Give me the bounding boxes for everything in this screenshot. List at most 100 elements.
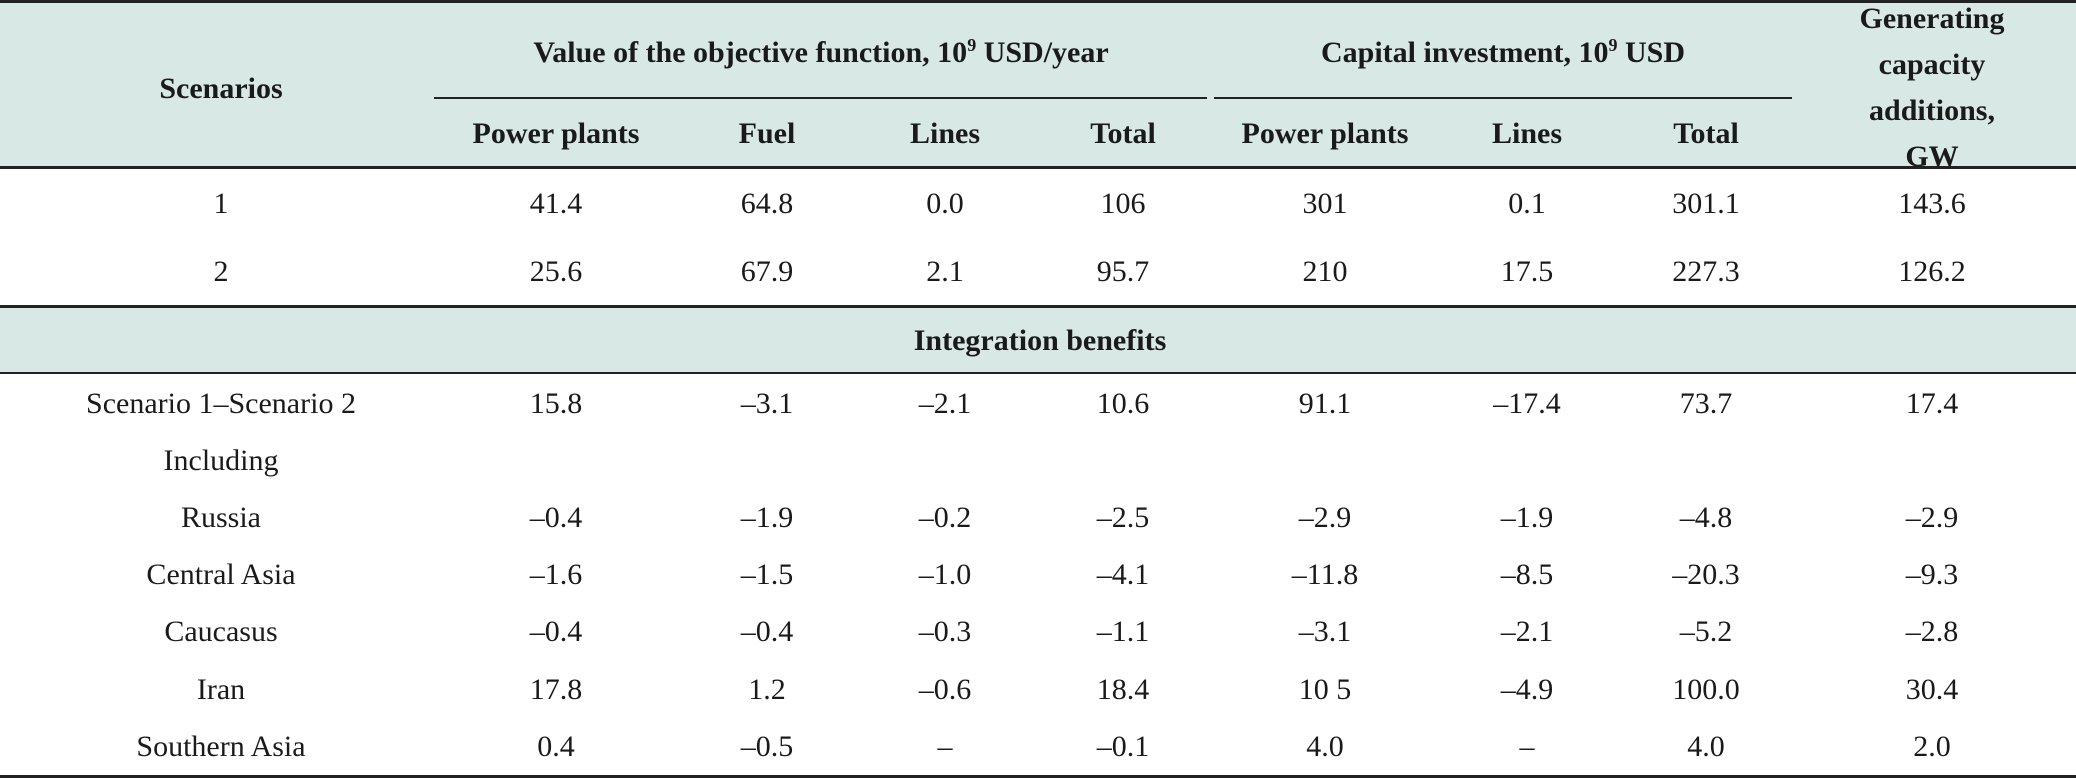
header-capital-group: Capital investment, 109 USD bbox=[1320, 35, 1686, 69]
table-cell: –0.4 bbox=[529, 501, 583, 534]
table-cell: 227.3 bbox=[1672, 255, 1740, 288]
table-cell: 17.5 bbox=[1500, 255, 1554, 288]
table-cell: 2.1 bbox=[926, 255, 964, 288]
table-cell: –9.3 bbox=[1905, 558, 1959, 591]
table-cell: –0.2 bbox=[918, 501, 972, 534]
header-scenarios: Scenarios bbox=[159, 72, 283, 105]
table-cell: 301 bbox=[1302, 187, 1348, 220]
table-cell: –1.1 bbox=[1096, 615, 1150, 648]
header-cap-lines: Lines bbox=[1491, 117, 1563, 150]
capital-exponent: 9 bbox=[1608, 35, 1618, 55]
table-cell: –2.5 bbox=[1096, 501, 1150, 534]
table-cell: –1.6 bbox=[529, 558, 583, 591]
capacity-line-3: additions, GW bbox=[1869, 94, 1995, 173]
table-cell: 210 bbox=[1302, 255, 1348, 288]
capacity-line-1: Generating bbox=[1859, 2, 2005, 35]
capital-group-underline bbox=[1214, 97, 1792, 99]
table-cell: –3.1 bbox=[740, 387, 794, 420]
header-obj-fuel: Fuel bbox=[738, 117, 796, 150]
table-cell: 143.6 bbox=[1898, 187, 1966, 220]
table-cell: –1.9 bbox=[1500, 501, 1554, 534]
table-cell: –4.9 bbox=[1500, 673, 1554, 706]
table-cell: 17.8 bbox=[529, 673, 583, 706]
row-label: 1 bbox=[213, 187, 229, 220]
table-cell: –1.9 bbox=[740, 501, 794, 534]
row-label: Russia bbox=[180, 501, 262, 534]
capital-group-text: Capital investment, 10 bbox=[1320, 36, 1609, 69]
table-cell: 30.4 bbox=[1905, 673, 1959, 706]
capital-unit: USD bbox=[1617, 36, 1686, 69]
table-cell: 10.6 bbox=[1096, 387, 1150, 420]
header-cap-total: Total bbox=[1673, 117, 1739, 150]
table-cell: 17.4 bbox=[1905, 387, 1959, 420]
table-cell: 301.1 bbox=[1672, 187, 1740, 220]
row-label: Caucasus bbox=[164, 615, 278, 648]
header-obj-total: Total bbox=[1090, 117, 1156, 150]
table-cell: 18.4 bbox=[1096, 673, 1150, 706]
table-cell: –4.1 bbox=[1096, 558, 1150, 591]
table-cell: –2.1 bbox=[1500, 615, 1554, 648]
row-label: Southern Asia bbox=[136, 730, 306, 763]
table-cell: –17.4 bbox=[1493, 387, 1561, 420]
table-cell: –1.0 bbox=[918, 558, 972, 591]
header-cap-power-plants: Power plants bbox=[1241, 117, 1409, 150]
header-obj-lines: Lines bbox=[909, 117, 981, 150]
objective-group-underline bbox=[434, 97, 1207, 99]
header-bottom-rule bbox=[0, 166, 2076, 169]
table-cell: 126.2 bbox=[1898, 255, 1966, 288]
header-obj-power-plants: Power plants bbox=[472, 117, 640, 150]
table-cell: 91.1 bbox=[1298, 387, 1352, 420]
header-objective-group: Value of the objective function, 109 USD… bbox=[533, 35, 1109, 69]
header-band bbox=[0, 1, 2076, 167]
table-cell: 1.2 bbox=[748, 673, 786, 706]
table-cell: –11.8 bbox=[1291, 558, 1359, 591]
objective-group-text: Value of the objective function, 10 bbox=[533, 36, 968, 69]
row-label: Iran bbox=[196, 673, 246, 706]
section-title: Integration benefits bbox=[913, 324, 1167, 357]
section-top-rule bbox=[0, 305, 2076, 308]
table-cell: 10 5 bbox=[1298, 673, 1352, 706]
row-label: Central Asia bbox=[146, 558, 296, 591]
table-cell: –0.4 bbox=[529, 615, 583, 648]
table-cell: 95.7 bbox=[1096, 255, 1150, 288]
table-cell: 106 bbox=[1100, 187, 1146, 220]
table-cell: 4.0 bbox=[1306, 730, 1344, 763]
objective-unit: USD/year bbox=[976, 36, 1109, 69]
capacity-line-2: capacity bbox=[1878, 48, 1986, 81]
table-cell: –0.4 bbox=[740, 615, 794, 648]
table-cell: –1.5 bbox=[740, 558, 794, 591]
table-cell: 25.6 bbox=[529, 255, 583, 288]
table-cell: 100.0 bbox=[1672, 673, 1740, 706]
table-cell: 67.9 bbox=[740, 255, 794, 288]
table-cell: –2.9 bbox=[1298, 501, 1352, 534]
table-cell: 41.4 bbox=[529, 187, 583, 220]
table-cell: 0.0 bbox=[926, 187, 964, 220]
table-cell: 4.0 bbox=[1687, 730, 1725, 763]
header-capacity: Generating capacity additions, GW bbox=[1860, 0, 2005, 180]
table-cell: –0.5 bbox=[740, 730, 794, 763]
bottom-rule bbox=[0, 775, 2076, 778]
table-cell: –8.5 bbox=[1500, 558, 1554, 591]
table-cell: –4.8 bbox=[1679, 501, 1733, 534]
table-cell: 0.4 bbox=[537, 730, 575, 763]
table-cell: 0.1 bbox=[1508, 187, 1546, 220]
row-label: Including bbox=[163, 444, 279, 477]
table-cell: –0.1 bbox=[1096, 730, 1150, 763]
table-cell: –0.3 bbox=[918, 615, 972, 648]
table-cell: – bbox=[1519, 730, 1535, 763]
table-cell: 73.7 bbox=[1679, 387, 1733, 420]
table-cell: –0.6 bbox=[918, 673, 972, 706]
top-rule bbox=[0, 0, 2076, 3]
section-band bbox=[0, 306, 2076, 372]
table-cell: –2.8 bbox=[1905, 615, 1959, 648]
table-cell: – bbox=[937, 730, 953, 763]
row-label: 2 bbox=[213, 255, 229, 288]
table-cell: 15.8 bbox=[529, 387, 583, 420]
row-label: Scenario 1–Scenario 2 bbox=[86, 387, 356, 420]
table-cell: –5.2 bbox=[1679, 615, 1733, 648]
objective-exponent: 9 bbox=[967, 35, 977, 55]
table-cell: –20.3 bbox=[1672, 558, 1740, 591]
table-cell: 64.8 bbox=[740, 187, 794, 220]
section-bottom-rule bbox=[0, 372, 2076, 374]
